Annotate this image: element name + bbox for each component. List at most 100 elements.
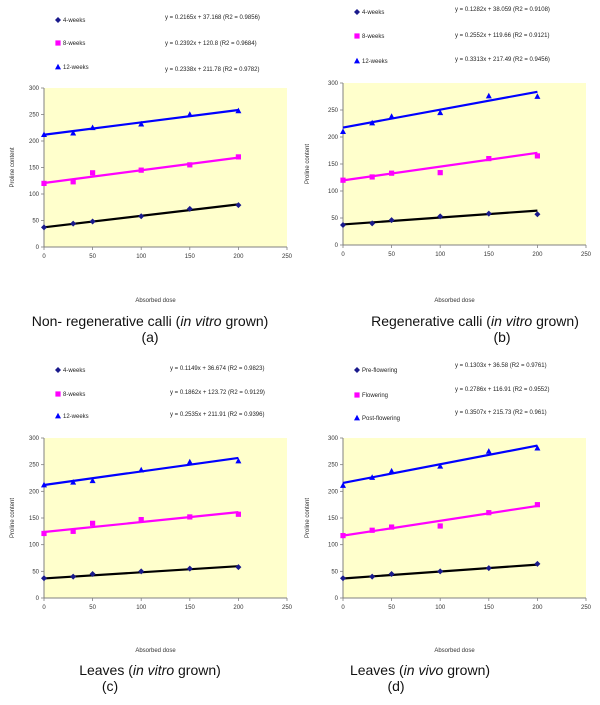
y-tick-label: 50 [331, 216, 338, 222]
x-tick-label: 250 [581, 605, 592, 611]
data-point-12-weeks [138, 466, 145, 473]
data-point-8-weeks [90, 520, 96, 526]
caption-b: Regenerative calli (in vitro grown) (b) [345, 313, 600, 345]
x-tick-label: 50 [388, 252, 395, 258]
y-tick-label: 0 [36, 245, 40, 251]
legend-label-12-weeks: 12-weeks [362, 59, 388, 65]
y-tick-label: 100 [328, 189, 339, 195]
data-point-4-weeks [186, 205, 193, 212]
data-point-12-weeks [89, 477, 96, 484]
data-point-4-weeks [235, 202, 242, 209]
y-tick-label: 0 [335, 243, 339, 249]
caption-a-pre: Non- regenerative calli ( [31, 313, 181, 329]
y-tick-label: 300 [328, 436, 339, 442]
trendline-equation: y = 0.2392x + 120.8 (R2 = 0.9684) [165, 41, 257, 47]
data-point-8-weeks [486, 156, 492, 162]
y-axis-label-b: Proline content [305, 144, 311, 184]
x-tick-label: 0 [341, 252, 345, 258]
legend-marker-8-weeks [354, 33, 360, 39]
data-point-post-flowering [437, 463, 444, 469]
data-point-pre-flowering [534, 560, 541, 567]
y-tick-label: 250 [328, 108, 339, 114]
legend-label-8-weeks: 8-weeks [63, 392, 85, 398]
y-tick-label: 50 [331, 569, 338, 575]
x-tick-label: 200 [233, 254, 244, 260]
data-point-4-weeks [388, 217, 395, 224]
chart-panel-c: 0 50 100 150 200 250 300 0 50 100 150 200 250 Absorbe… [10, 366, 293, 654]
y-tick-label: 150 [29, 516, 40, 522]
data-point-12-weeks [235, 457, 242, 464]
legend-marker-post-flowering [354, 414, 360, 421]
data-point-flowering [437, 523, 443, 529]
y-tick-label: 300 [29, 86, 40, 92]
data-point-4-weeks [437, 213, 444, 220]
y-axis-label-c: Proline content [10, 498, 16, 538]
legend-label-8-weeks: 8-weeks [362, 34, 384, 40]
x-tick-label: 50 [388, 605, 395, 611]
data-point-pre-flowering [485, 565, 492, 572]
data-point-8-weeks [340, 177, 346, 183]
data-point-flowering [534, 502, 540, 508]
data-point-flowering [389, 524, 395, 530]
data-point-8-weeks [534, 153, 540, 159]
data-point-4-weeks [41, 224, 47, 231]
y-tick-label: 200 [29, 489, 40, 495]
legend-marker-12-weeks [354, 57, 360, 64]
caption-d-italic: in vivo [403, 662, 444, 678]
data-point-4-weeks [138, 568, 145, 575]
legend-label-12-weeks: 12-weeks [63, 414, 89, 420]
trendline-equation: y = 0.2338x + 211.78 (R2 = 0.9782) [165, 67, 259, 73]
data-point-12-weeks [41, 481, 47, 488]
x-axis-label-d: Absorbed dose [434, 648, 475, 654]
caption-a-italic: in vitro [180, 313, 222, 329]
y-axis-label-d: Proline content [305, 498, 311, 538]
data-point-12-weeks [186, 458, 193, 465]
caption-d: Leaves (in vivo grown) (d) [320, 662, 520, 694]
caption-a: Non- regenerative calli (in vitro grown)… [20, 313, 280, 345]
y-tick-label: 250 [29, 463, 40, 469]
trendline-equation: y = 0.1149x + 36.674 (R2 = 0.9823) [170, 366, 264, 372]
data-point-flowering [340, 533, 346, 539]
data-point-12-weeks [138, 120, 145, 127]
x-tick-label: 150 [185, 605, 196, 611]
x-tick-label: 150 [484, 252, 495, 258]
data-point-4-weeks [340, 222, 346, 229]
caption-c-post: grown) [174, 662, 221, 678]
caption-c-pre: Leaves ( [79, 662, 133, 678]
y-tick-label: 200 [29, 139, 40, 145]
x-tick-label: 0 [341, 605, 345, 611]
data-point-12-weeks [70, 129, 77, 136]
data-point-4-weeks [138, 213, 145, 220]
data-point-4-weeks [89, 218, 96, 225]
chart-panel-b: 0 50 100 150 200 250 300 0 50 100 150 200 250 Absorbe… [305, 7, 592, 304]
plot-area-c [44, 438, 287, 598]
data-point-post-flowering [340, 482, 346, 488]
x-tick-label: 50 [89, 605, 96, 611]
y-tick-label: 250 [328, 463, 339, 469]
caption-d-post: grown) [443, 662, 491, 678]
data-point-4-weeks [534, 211, 541, 218]
data-point-4-weeks [235, 564, 242, 571]
legend-label-pre-flowering: Pre-flowering [362, 368, 397, 374]
legend-marker-12-weeks [55, 63, 61, 70]
legend-marker-8-weeks [55, 40, 61, 46]
trendline-equation: y = 0.3507x + 215.73 (R2 = 0.961) [455, 410, 547, 416]
y-tick-label: 100 [29, 192, 40, 198]
caption-b-post: grown) [532, 313, 579, 329]
data-point-pre-flowering [388, 571, 395, 577]
data-point-12-weeks [41, 131, 47, 138]
data-point-4-weeks [369, 220, 376, 227]
caption-d-pre: Leaves ( [349, 662, 404, 678]
data-point-pre-flowering [340, 575, 346, 582]
data-point-post-flowering [485, 448, 492, 454]
trendline-equation: y = 0.2552x + 119.66 (R2 = 0.9121) [455, 33, 549, 39]
y-tick-label: 0 [335, 596, 339, 602]
x-tick-label: 100 [435, 605, 446, 611]
legend-label-flowering: Flowering [362, 393, 388, 399]
trendline-equation: y = 0.1282x + 38.059 (R2 = 0.9108) [455, 7, 550, 13]
panel-letter-c: (c) [101, 678, 119, 694]
x-axis-label-c: Absorbed dose [135, 648, 176, 654]
data-point-12-weeks [186, 111, 193, 117]
data-point-flowering [486, 510, 492, 516]
data-point-4-weeks [186, 565, 193, 572]
